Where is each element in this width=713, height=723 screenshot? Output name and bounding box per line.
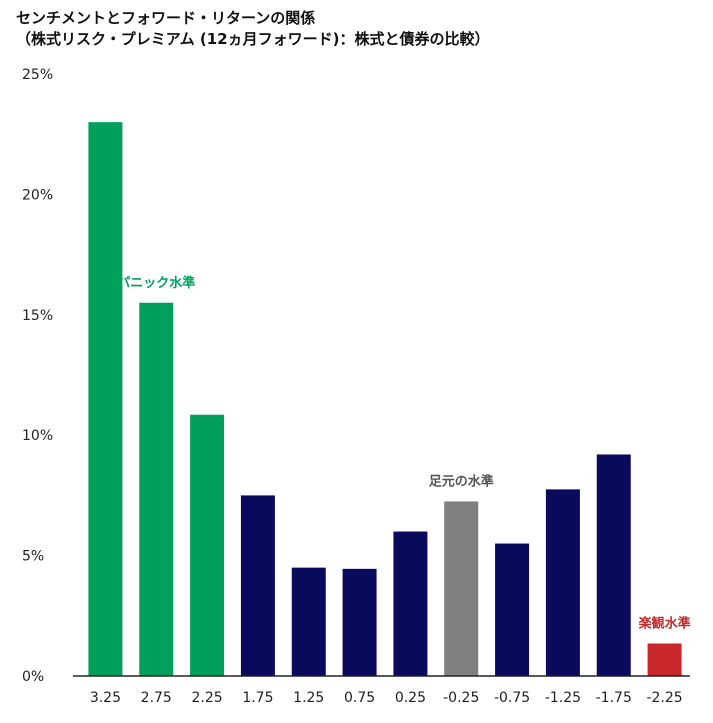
x-tick-label: -2.25 [646,690,682,706]
x-tick-label: -1.25 [545,690,581,706]
y-tick-label: 25% [22,67,53,83]
annotation-label: 楽観水準 [638,615,691,631]
y-tick-label: 10% [22,428,53,444]
x-tick-label: -0.25 [443,690,479,706]
x-tick-label: 0.25 [395,690,426,706]
y-tick-label: 0% [22,669,44,685]
bar [240,495,275,676]
bar [545,489,580,676]
x-tick-label: 1.75 [242,690,273,706]
x-tick-label: 0.75 [344,690,375,706]
bar [495,543,530,676]
bar [444,501,479,676]
chart-title-line-2: （株式リスク・プレミアム (12ヵ月フォワード)：株式と債券の比較） [16,30,490,48]
x-tick-label: 2.25 [191,690,222,706]
x-tick-label: -1.75 [596,690,632,706]
x-tick-label: 3.25 [90,690,121,706]
chart-title: センチメントとフォワード・リターンの関係 （株式リスク・プレミアム (12ヵ月フ… [16,8,489,50]
bar [190,414,225,676]
chart-title-line-1: センチメントとフォワード・リターンの関係 [16,9,316,27]
x-tick-label: -0.75 [494,690,530,706]
bar [88,122,123,676]
bar [342,568,377,676]
bar [647,643,682,676]
bar [291,567,326,676]
annotation-label: パニック水準 [117,275,195,291]
y-tick-label: 20% [22,187,53,203]
bar [393,531,428,676]
y-tick-label: 15% [22,308,53,324]
bar [139,302,174,676]
bar [596,454,631,676]
x-tick-label: 1.25 [293,690,324,706]
annotation-label: 足元の水準 [429,473,494,489]
y-tick-label: 5% [22,549,44,565]
x-tick-label: 2.75 [141,690,172,706]
